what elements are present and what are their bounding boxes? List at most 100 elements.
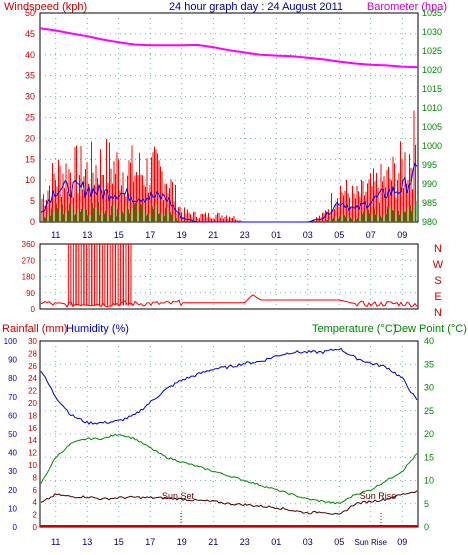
rain-y-tick-label: 6 (33, 486, 38, 495)
rain-y-tick-label: 12 (28, 449, 37, 458)
x-tick-label: 11 (51, 230, 60, 240)
rain-y-tick-label: 2 (33, 511, 38, 520)
baro-y-tick-label: 1005 (422, 122, 442, 132)
sunrise-annotation: Sun Rise (360, 491, 397, 501)
direction-y-tick-label: 180 (22, 273, 36, 282)
baro-y-tick-label: 990 (422, 179, 437, 189)
direction-y-tick-label: 90 (26, 289, 35, 298)
humidity-y-tick-label: 80 (8, 374, 17, 383)
x-tick-label: 17 (145, 230, 155, 240)
wind-y-tick-label: 15 (25, 154, 35, 164)
x-tick-label: Sun Rise (355, 538, 388, 547)
x-tick-label: 13 (82, 537, 92, 547)
humidity-line (40, 347, 418, 425)
dewpoint-axis-title: Dew Point (°C) (394, 323, 467, 335)
humidity-y-tick-label: 30 (8, 467, 17, 476)
baro-y-tick-label: 995 (422, 160, 437, 170)
temperature-y-tick-label: 0 (424, 522, 429, 532)
temperature-y-tick-label: 25 (424, 406, 434, 416)
rain-y-tick-label: 18 (28, 411, 37, 420)
wind-direction-line (40, 294, 418, 309)
humidity-y-tick-label: 0 (13, 523, 18, 532)
x-tick-label: 01 (271, 230, 281, 240)
wind-y-tick-label: 35 (25, 71, 35, 81)
temperature-y-tick-label: 30 (424, 383, 434, 393)
temperature-y-tick-label: 40 (424, 336, 434, 346)
wind-y-tick-label: 40 (25, 50, 35, 60)
wind-y-tick-label: 10 (25, 175, 35, 185)
average-wind-line (40, 162, 418, 223)
temperature-y-tick-label: 15 (424, 452, 434, 462)
compass-direction-label: N (434, 243, 442, 255)
rain-y-tick-label: 16 (28, 424, 37, 433)
humidity-y-tick-label: 20 (8, 486, 17, 495)
wind-y-tick-label: 50 (25, 8, 35, 18)
wind-y-tick-label: 25 (25, 113, 35, 123)
x-tick-label: 07 (366, 230, 376, 240)
x-tick-label: 05 (334, 537, 344, 547)
x-tick-label: 13 (82, 230, 92, 240)
rain-y-tick-label: 10 (28, 461, 37, 470)
baro-y-tick-label: 1015 (422, 84, 442, 94)
sunset-annotation: Sun Set (162, 491, 195, 501)
baro-y-tick-label: 985 (422, 198, 437, 208)
wind-y-tick-label: 20 (25, 133, 35, 143)
x-tick-label: 03 (303, 537, 313, 547)
rain-y-tick-label: 14 (28, 436, 37, 445)
temperature-y-tick-label: 5 (424, 499, 429, 509)
windspeed-axis-title: Windspeed (kph) (4, 1, 87, 13)
rain-y-tick-label: 20 (28, 399, 37, 408)
x-tick-label: 23 (240, 537, 250, 547)
temperature-humidity-panel: 0102030405060708090100024681012141618202… (4, 336, 434, 547)
compass-direction-label: S (434, 275, 441, 287)
humidity-y-tick-label: 50 (8, 430, 17, 439)
x-tick-label: 11 (51, 537, 60, 547)
x-tick-label: 01 (271, 537, 281, 547)
x-tick-label: 15 (114, 537, 124, 547)
humidity-y-tick-label: 70 (8, 393, 17, 402)
x-tick-label: 19 (177, 230, 187, 240)
x-tick-label: 05 (334, 230, 344, 240)
direction-y-tick-label: 270 (22, 256, 36, 265)
temperature-axis-title: Temperature (°C) (312, 323, 396, 335)
baro-y-tick-label: 1025 (422, 46, 442, 56)
x-tick-label: 23 (240, 230, 250, 240)
barometer-line (39, 27, 419, 69)
humidity-y-tick-label: 60 (8, 411, 17, 420)
compass-direction-label: N (434, 307, 442, 319)
x-tick-label: 21 (208, 230, 218, 240)
x-tick-label: 03 (303, 230, 313, 240)
baro-y-tick-label: 1035 (422, 8, 442, 18)
rain-y-tick-label: 4 (33, 498, 38, 507)
temperature-y-tick-label: 20 (424, 429, 434, 439)
rain-y-tick-label: 26 (28, 362, 37, 371)
barometer-axis-title: Barometer (hpa) (367, 1, 447, 13)
chart-title: 24 hour graph day : 24 August 2011 (169, 1, 343, 13)
wind-barometer-panel: 0510152025303540455098098599099510001005… (25, 8, 442, 240)
x-tick-label: 21 (208, 537, 218, 547)
baro-y-tick-label: 980 (422, 217, 437, 227)
wind-y-tick-label: 30 (25, 92, 35, 102)
humidity-y-tick-label: 40 (8, 449, 17, 458)
compass-direction-label: W (433, 259, 444, 271)
baro-y-tick-label: 1030 (422, 27, 442, 37)
x-tick-label: 15 (114, 230, 124, 240)
baro-y-tick-label: 1020 (422, 65, 442, 75)
temperature-line (40, 433, 418, 505)
wind-y-tick-label: 45 (25, 29, 35, 39)
rainfall-axis-title: Rainfall (mm) (2, 323, 67, 335)
rain-y-tick-label: 28 (28, 349, 37, 358)
wind-y-tick-label: 0 (30, 217, 35, 227)
humidity-y-tick-label: 90 (8, 356, 17, 365)
humidity-y-tick-label: 10 (8, 504, 17, 513)
x-tick-label: 09 (397, 230, 407, 240)
temperature-y-tick-label: 10 (424, 476, 434, 486)
x-tick-label: 19 (177, 537, 187, 547)
x-tick-label: 17 (145, 537, 155, 547)
rain-y-tick-label: 0 (33, 523, 38, 532)
baro-y-tick-label: 1000 (422, 141, 442, 151)
direction-y-tick-label: 360 (22, 240, 36, 249)
humidity-y-tick-label: 100 (4, 337, 18, 346)
baro-y-tick-label: 1010 (422, 103, 442, 113)
